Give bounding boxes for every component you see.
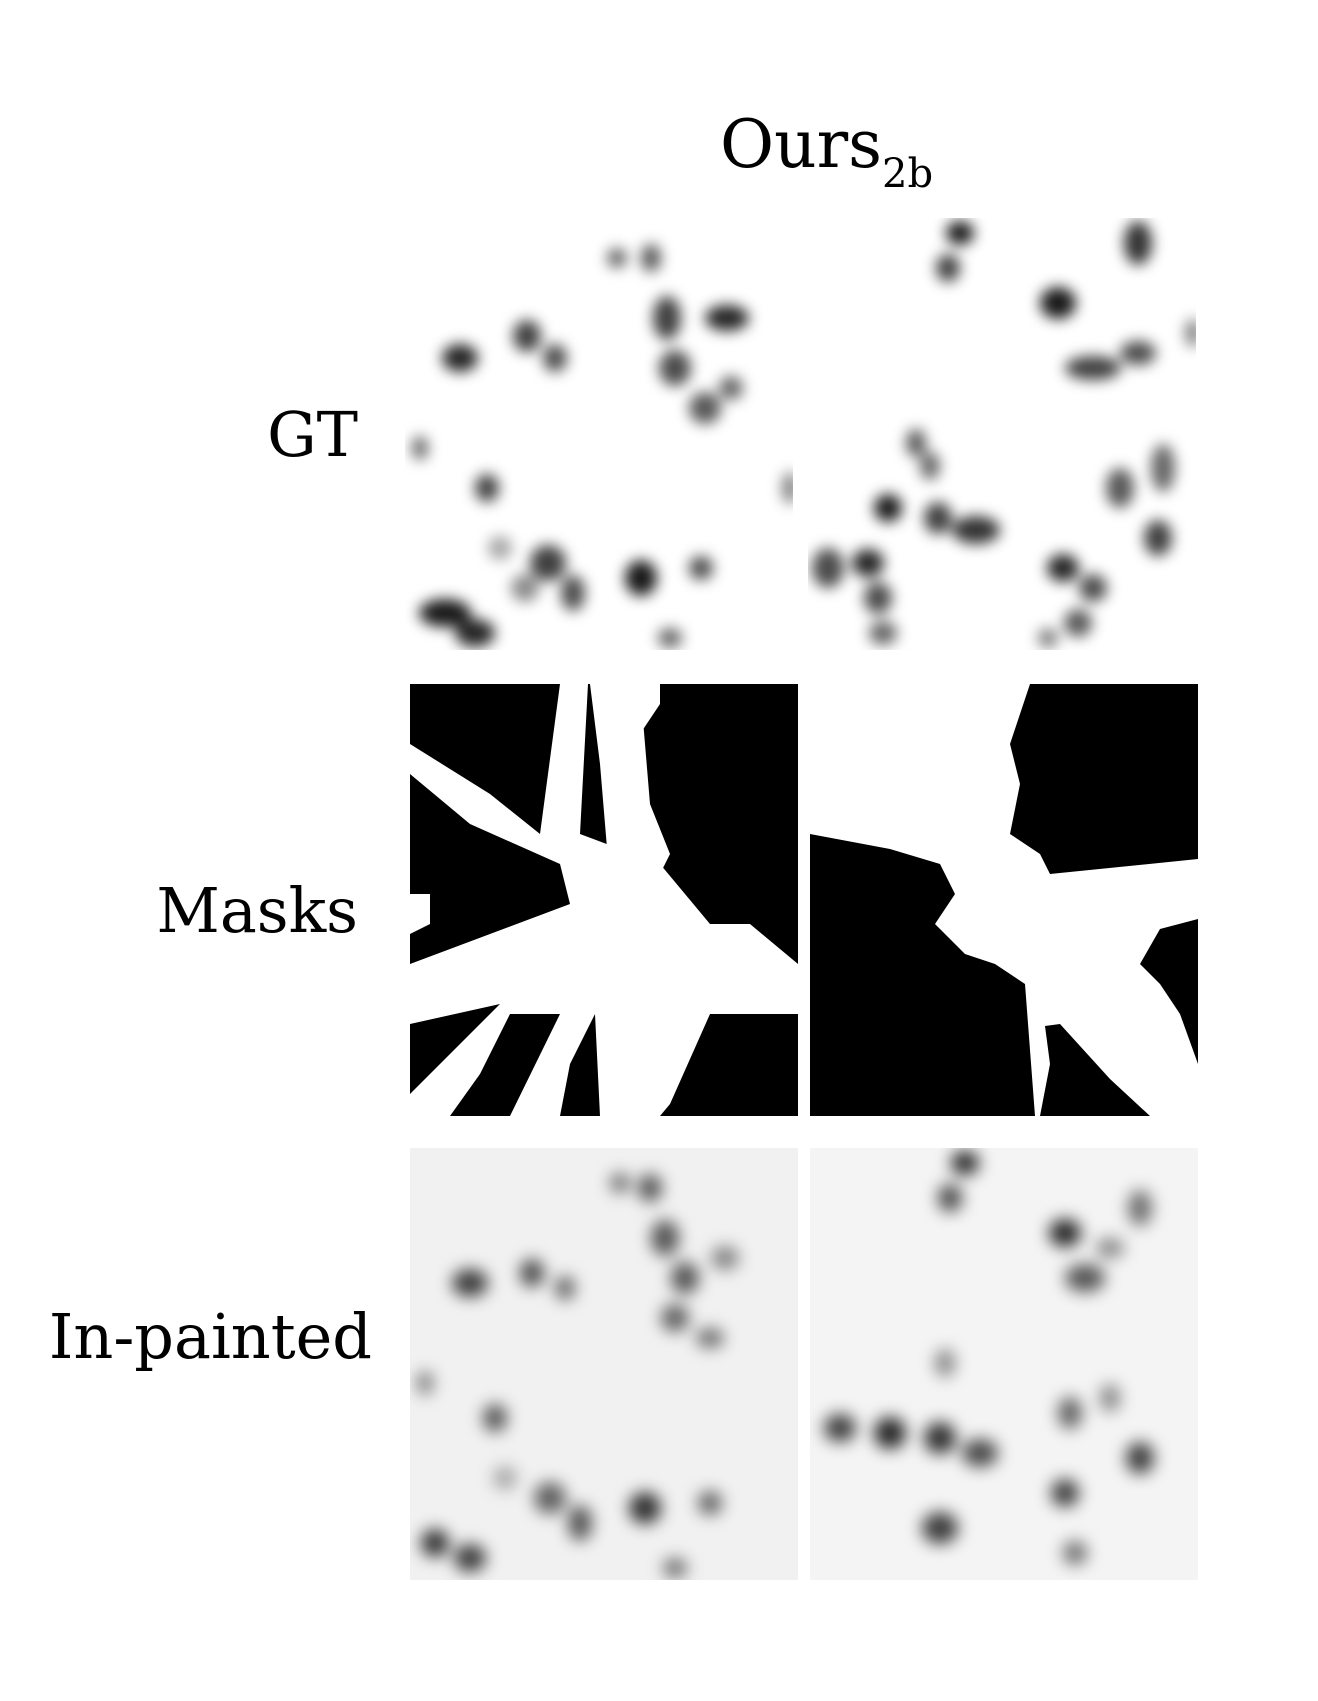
gt-panel-right xyxy=(808,218,1196,650)
inpainted-panel-left xyxy=(410,1148,798,1580)
mask-panel-right xyxy=(810,684,1198,1116)
row-label-masks: Masks xyxy=(156,874,358,947)
column-title: Ours2b xyxy=(720,112,934,197)
column-title-subscript: 2b xyxy=(882,151,934,197)
mask-panel-left xyxy=(410,684,798,1116)
gt-right-image xyxy=(812,221,1196,648)
mask-right-image xyxy=(810,684,1198,1116)
row-label-inpainted: In-painted xyxy=(48,1300,372,1373)
inpainted-right-image xyxy=(810,1148,1198,1580)
inpainted-panel-right xyxy=(810,1148,1198,1580)
column-title-main: Ours xyxy=(720,106,883,183)
row-label-gt: GT xyxy=(267,398,358,471)
gt-panel-left xyxy=(405,218,793,650)
mask-left-image xyxy=(410,684,798,1116)
gt-left-image xyxy=(412,244,793,648)
inpainted-left-image xyxy=(410,1148,798,1580)
